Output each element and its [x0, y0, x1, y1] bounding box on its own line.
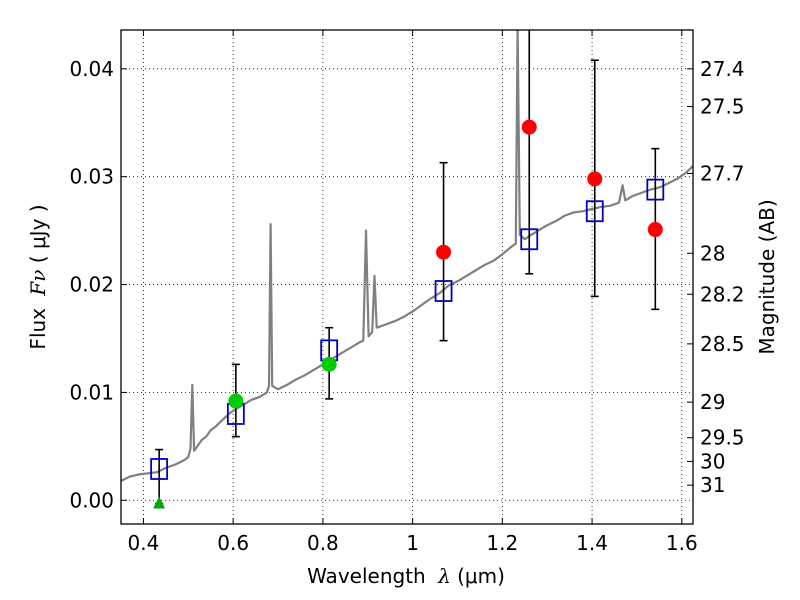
- grid-lines: [121, 30, 693, 524]
- y-axis-label-text: Flux: [26, 308, 50, 350]
- magnitude-tick-label: 28.2: [700, 282, 745, 306]
- upper-limit-triangle-marker: [153, 496, 166, 509]
- x-axis-label: Wavelength λ (μm): [307, 564, 505, 588]
- y-tick-label: 0.00: [69, 488, 114, 512]
- y-tick-label: 0.03: [69, 165, 114, 189]
- magnitude-tick-label: 27.5: [700, 95, 745, 119]
- axes-layer: [120, 29, 694, 525]
- y-axis-label-symbol: Fν: [26, 270, 50, 297]
- y-axis-label: Flux Fν ( μJy ): [26, 204, 50, 349]
- magnitude-tick-label: 31: [700, 473, 725, 497]
- magnitude-tick-label: 27.7: [700, 161, 745, 185]
- model-square-marker: [520, 228, 539, 251]
- x-tick-label: 1: [406, 531, 419, 555]
- marker-layer: [150, 119, 665, 509]
- y-tick-label: 0.04: [69, 57, 114, 81]
- magnitude-tick-label: 30: [700, 449, 725, 473]
- errorbar-layer: [155, 30, 660, 505]
- spectrum-layer: [121, 30, 693, 482]
- x-tick-label: 0.8: [307, 531, 339, 555]
- y-tick-label: 0.01: [69, 380, 114, 404]
- photometry-circle-marker: [321, 356, 337, 372]
- magnitude-tick-label: 29: [700, 390, 725, 414]
- spectrum-line: [121, 30, 693, 482]
- photometry-circle-marker: [228, 393, 244, 409]
- magnitude-tick-label: 28.5: [700, 332, 745, 356]
- x-tick-label: 1.4: [576, 531, 608, 555]
- photometry-circle-marker: [647, 222, 663, 238]
- x-tick-label: 0.4: [128, 531, 160, 555]
- x-axis-label-symbol: λ: [437, 564, 451, 588]
- model-square-marker: [150, 458, 169, 480]
- y-axis-label-unit: ( μJy ): [26, 204, 50, 263]
- x-axis-label-text: Wavelength: [307, 564, 426, 588]
- y-tick-label: 0.02: [69, 273, 114, 297]
- magnitude-axis-label: Magnitude (AB): [755, 199, 779, 354]
- photometry-circle-marker: [521, 119, 537, 135]
- model-square-marker: [646, 178, 665, 201]
- x-axis-label-unit: (μm): [457, 564, 505, 588]
- magnitude-tick-label: 29.5: [700, 426, 745, 450]
- x-tick-label: 0.6: [217, 531, 249, 555]
- y-tick-labels: 0.00 0.01 0.02 0.03 0.04: [69, 57, 114, 512]
- photometry-circle-marker: [587, 171, 603, 187]
- plot-frame: [120, 29, 694, 525]
- model-square-marker: [585, 200, 604, 223]
- photometry-circle-marker: [436, 244, 452, 260]
- x-tick-labels: 0.4 0.6 0.8 1 1.2 1.4 1.6: [128, 531, 698, 555]
- magnitude-tick-label: 28: [700, 241, 725, 265]
- magnitude-tick-label: 27.4: [700, 57, 745, 81]
- model-square-marker: [434, 280, 453, 302]
- x-tick-label: 1.2: [486, 531, 518, 555]
- x-tick-label: 1.6: [666, 531, 698, 555]
